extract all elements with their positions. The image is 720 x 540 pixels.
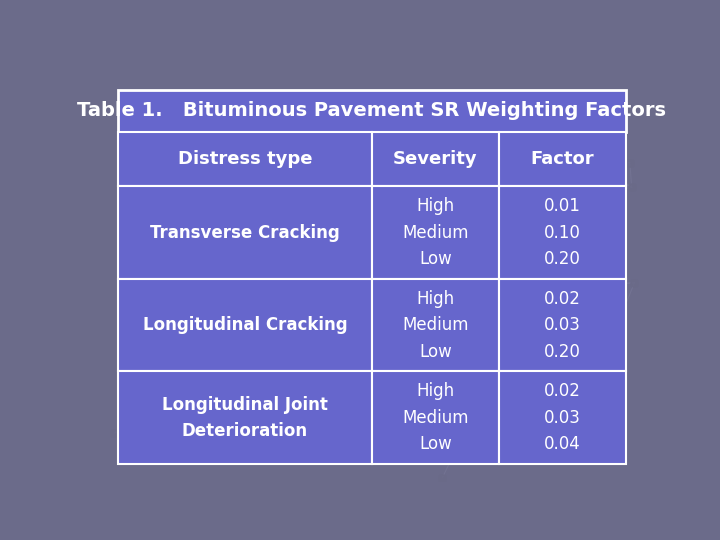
Point [518, 286, 530, 294]
Point [282, 200, 294, 208]
Bar [499, 372, 626, 464]
Text: Severity: Severity [393, 150, 477, 168]
Point [465, 280, 477, 289]
Point [137, 422, 148, 431]
Text: Table 1.   Bituminous Pavement SR Weighting Factors: Table 1. Bituminous Pavement SR Weightin… [77, 102, 666, 120]
Text: Transverse Cracking: Transverse Cracking [150, 224, 340, 242]
Point [582, 152, 594, 160]
Text: Distress type: Distress type [178, 150, 312, 168]
Point [629, 279, 640, 287]
Point [345, 418, 356, 427]
Bar [372, 372, 499, 464]
Point [336, 130, 347, 139]
Text: High
Medium
Low: High Medium Low [402, 382, 469, 453]
Text: Longitudinal Cracking: Longitudinal Cracking [143, 316, 347, 334]
Bar [499, 186, 626, 279]
Point [437, 473, 449, 482]
Point [546, 393, 557, 402]
Point [626, 183, 637, 192]
Bar [118, 90, 626, 132]
Point [563, 281, 575, 289]
Text: 0.02
0.03
0.20: 0.02 0.03 0.20 [544, 290, 580, 361]
Text: High
Medium
Low: High Medium Low [402, 197, 469, 268]
Point [193, 240, 204, 248]
Text: 0.01
0.10
0.20: 0.01 0.10 0.20 [544, 197, 580, 268]
Point [516, 341, 528, 349]
Point [156, 294, 167, 303]
Text: 0.02
0.03
0.04: 0.02 0.03 0.04 [544, 382, 580, 453]
Point [332, 315, 343, 324]
Point [444, 130, 455, 139]
Point [291, 185, 302, 194]
Point [329, 322, 341, 331]
Point [523, 198, 534, 206]
Point [109, 429, 120, 437]
Bar [372, 279, 499, 372]
Bar [118, 186, 372, 279]
Point [508, 149, 519, 158]
Bar [118, 372, 372, 464]
Point [624, 158, 636, 167]
Text: Factor: Factor [531, 150, 594, 168]
Bar [372, 186, 499, 279]
Point [473, 397, 485, 406]
Point [394, 192, 405, 201]
Bar [499, 132, 626, 186]
Bar [118, 132, 372, 186]
Text: Longitudinal Joint
Deterioration: Longitudinal Joint Deterioration [162, 395, 328, 440]
Bar [499, 279, 626, 372]
Bar [118, 279, 372, 372]
Bar [372, 132, 499, 186]
Point [120, 418, 131, 427]
Text: High
Medium
Low: High Medium Low [402, 290, 469, 361]
Point [544, 141, 555, 150]
Point [211, 356, 222, 365]
Point [171, 198, 182, 207]
Point [601, 346, 613, 355]
Point [500, 241, 511, 250]
Point [509, 382, 521, 390]
